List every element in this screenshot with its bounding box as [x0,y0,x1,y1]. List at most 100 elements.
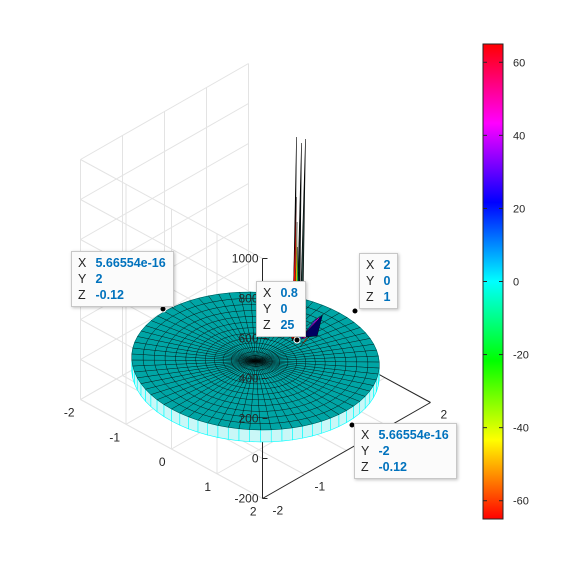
colorbar-tick-label: 20 [513,203,525,215]
x-tick-label: 2 [441,408,448,422]
datatip-row: X 5.66554e-16 [361,427,449,443]
colorbar-tick-label: -20 [513,350,529,362]
datatip-value: -0.12 [378,460,407,474]
disc-patch [305,358,316,362]
datatip-value: 25 [280,318,295,332]
z-tick-label: 400 [238,372,258,386]
disc-patch [214,360,224,363]
z-tick-label: 0 [252,452,259,466]
disc-patch [258,411,269,418]
datatip-row: Y 0 [366,273,390,289]
disc-patch [287,359,297,362]
datatip-key: Z [78,288,86,302]
datatip-row: Y -2 [361,443,449,459]
disc-patch [324,357,336,362]
datatip-value: -0.12 [95,288,124,302]
datatip-key: Z [263,318,271,332]
disc-patch [186,363,198,368]
datatip-row: Z 25 [263,317,298,333]
disc-patch [323,353,336,359]
disc-side-patch [292,425,303,441]
disc-patch [154,364,168,371]
datatip[interactable]: X 5.66554e-16 Y -2 Z -0.12 [354,423,457,479]
disc-patch [279,359,289,362]
disc-side-patch [217,425,229,440]
datatip-row: X 0.8 [263,285,298,301]
datatip-row: X 2 [366,257,390,273]
datatip-value: 1 [383,290,391,304]
y-tick-label: 0 [159,455,166,469]
datatip-key: X [78,256,87,270]
disc-patch [131,359,145,367]
disc-patch [143,364,157,372]
z-tick-label: 1000 [232,252,259,266]
x-tick-label: -2 [273,504,284,518]
colorbar: 60 40 20 0 -20 -40 -60 [482,43,529,520]
disc-patch [154,359,166,366]
disc-patch [222,360,232,363]
z-tick-label: 800 [238,292,258,306]
spike-shard [301,314,323,338]
disc-patch [246,322,254,328]
colorbar-tick-label: -40 [513,423,529,435]
spike-ridge [299,336,310,348]
y-tick-label: 1 [204,480,211,494]
disc-side-patch [302,423,313,439]
datatip-marker [351,307,359,315]
disc-patch [175,360,187,365]
disc-patch [313,354,325,359]
colorbar-tick-label: 40 [513,130,525,142]
datatip-value: 0.8 [280,286,298,300]
datatip-key: Y [78,272,87,286]
disc-patch [251,399,259,406]
datatip-key: X [263,286,272,300]
disc-patch [258,399,266,406]
datatip-key: X [361,428,370,442]
disc-side-patch [249,429,261,443]
disc-patch [132,365,146,373]
disc-patch [251,405,260,412]
disc-side-patch [260,429,272,443]
y-tick-label: -1 [109,430,120,444]
datatip-marker [293,336,301,344]
y-axis-line [262,402,431,499]
y-tick-label: -2 [64,406,75,420]
disc-patch [258,405,268,412]
disc-patch [296,358,306,362]
disc-patch [355,356,369,363]
disc-patch [252,393,259,401]
disc-patch [345,356,357,363]
datatip-key: Z [361,460,369,474]
datatip-row: Y 2 [78,271,166,287]
datatip-key: Y [361,444,370,458]
disc-patch [131,353,144,361]
disc-patch [323,308,340,318]
z-tick-label: 200 [238,412,258,426]
disc-patch [367,361,380,369]
disc-patch [195,360,206,364]
disc-patch [165,364,178,370]
datatip-row: X 5.66554e-16 [78,255,166,271]
disc-patch [354,350,368,358]
disc-side-patch [227,427,240,442]
disc-patch [185,360,197,364]
disc-patch [245,316,253,323]
disc-patch [242,304,253,311]
z-tick-label: 600 [238,332,258,346]
disc-patch [205,360,215,364]
colorbar-tick-label: -60 [513,496,529,508]
datatip-row: Z -0.12 [78,287,166,303]
datatip-value: 2 [383,258,391,272]
colorbar-tick-label: 0 [513,277,519,289]
disc-surface [131,291,380,443]
disc-patch [142,359,156,366]
datatip-value: 5.66554e-16 [378,428,449,442]
disc-patch [356,361,369,368]
datatip-row: Z 1 [366,289,390,305]
disc-patch [257,394,265,401]
disc-patch [142,354,155,361]
